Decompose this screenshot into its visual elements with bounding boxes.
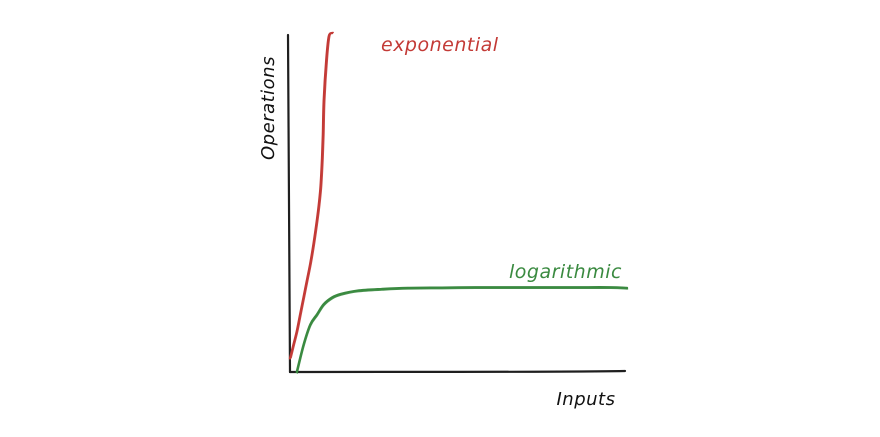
- y-axis-label: Operations: [258, 56, 279, 160]
- exponential-series-line: [288, 31, 334, 360]
- x-axis-label: Inputs: [557, 389, 616, 410]
- logarithmic-label: logarithmic: [509, 261, 622, 283]
- y-axis-line: [286, 33, 292, 374]
- x-axis-line: [288, 369, 627, 374]
- logarithmic-series-sketch-stroke: [296, 287, 629, 374]
- logarithmic-series-line: [295, 286, 629, 374]
- axes: [286, 33, 627, 374]
- series-layer: [288, 31, 629, 374]
- labels: Operations Inputs exponential logarithmi…: [258, 34, 622, 410]
- exponential-series-sketch-stroke: [290, 31, 334, 359]
- exponential-label: exponential: [381, 34, 499, 56]
